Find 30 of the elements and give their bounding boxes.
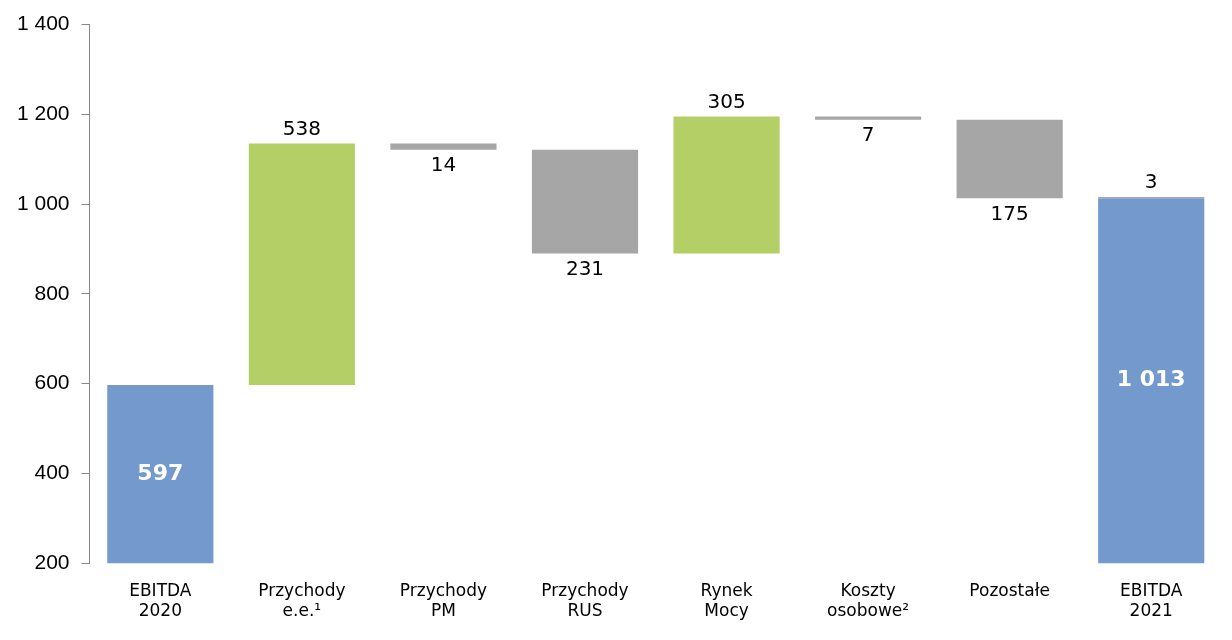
x-tick-label: Przychody PM bbox=[399, 579, 488, 621]
bar bbox=[390, 143, 497, 150]
data-label: 14 bbox=[430, 152, 457, 177]
x-tick-label: Przychody RUS bbox=[541, 579, 629, 621]
bar bbox=[531, 149, 639, 254]
y-tick-label: 800 bbox=[34, 280, 70, 304]
x-tick-label: Przychody e.e.¹ bbox=[258, 579, 346, 621]
data-label: 3 bbox=[1144, 169, 1158, 194]
data-label: 175 bbox=[990, 200, 1029, 225]
x-tick-label: Koszty osobowe² bbox=[827, 579, 910, 621]
bar bbox=[673, 116, 780, 254]
y-tick-label: 400 bbox=[34, 460, 70, 484]
y-tick-label: 600 bbox=[34, 370, 70, 394]
x-tick-label: EBITDA 2021 bbox=[1120, 579, 1183, 621]
data-label: 1 013 bbox=[1116, 366, 1186, 392]
x-tick-label: Pozostałe bbox=[969, 579, 1050, 600]
bar bbox=[815, 116, 922, 120]
data-label: 305 bbox=[707, 88, 746, 113]
x-tick-label: Rynek Mocy bbox=[700, 579, 753, 621]
data-label: 7 bbox=[861, 121, 875, 146]
y-tick-label: 1 000 bbox=[16, 190, 70, 214]
bar bbox=[956, 119, 1063, 199]
y-tick-label: 1 400 bbox=[16, 11, 70, 35]
y-tick-label: 200 bbox=[34, 550, 70, 573]
data-label: 538 bbox=[282, 115, 321, 140]
y-tick-label: 1 200 bbox=[16, 101, 70, 125]
x-tick-label: EBITDA 2020 bbox=[129, 579, 192, 621]
bar bbox=[248, 143, 355, 386]
data-label: 597 bbox=[137, 459, 184, 485]
data-label: 231 bbox=[565, 255, 605, 280]
